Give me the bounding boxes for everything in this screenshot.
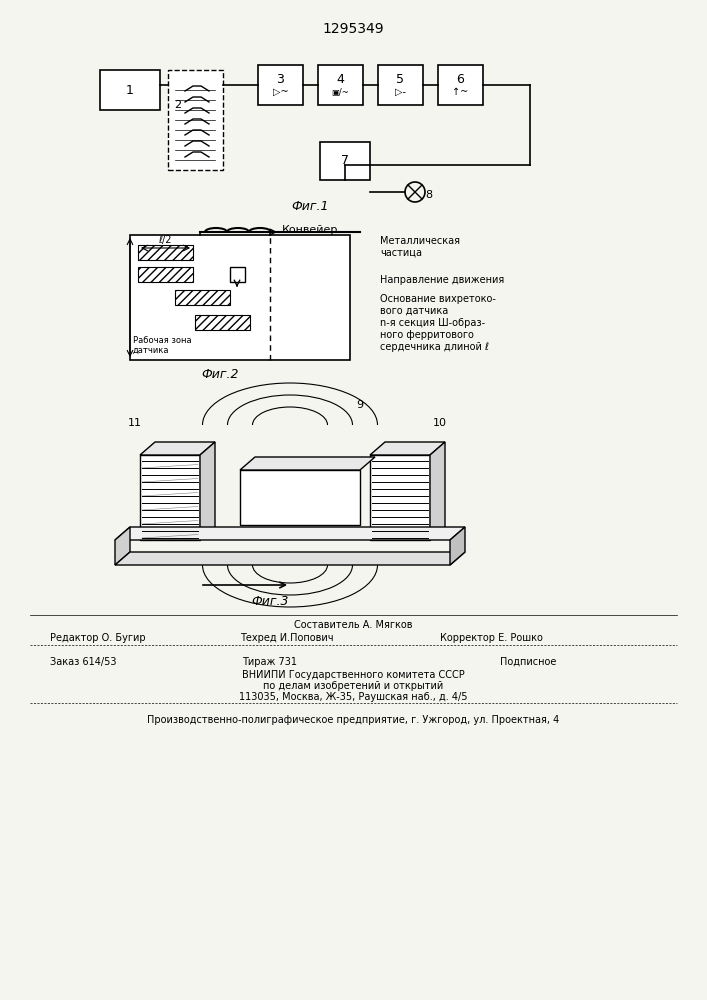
Text: ↑~: ↑~ xyxy=(452,87,469,97)
Text: 4: 4 xyxy=(337,73,344,86)
Text: 1: 1 xyxy=(126,84,134,97)
Polygon shape xyxy=(240,470,360,525)
Text: Составитель А. Мягков: Составитель А. Мягков xyxy=(293,620,412,630)
Text: 8: 8 xyxy=(425,190,432,200)
Text: n-я секция Ш-образ-
ного ферритового
сердечника длиной ℓ: n-я секция Ш-образ- ного ферритового сер… xyxy=(380,318,489,352)
Text: 9: 9 xyxy=(356,400,363,410)
Text: 2: 2 xyxy=(174,100,181,110)
Polygon shape xyxy=(450,527,465,565)
Text: Фиг.3: Фиг.3 xyxy=(251,595,288,608)
Text: Техред И.Попович: Техред И.Попович xyxy=(240,633,334,643)
Text: Фиг.2: Фиг.2 xyxy=(201,368,239,381)
Polygon shape xyxy=(115,527,465,540)
Text: Конвейер: Конвейер xyxy=(282,225,338,235)
Polygon shape xyxy=(240,457,375,470)
Bar xyxy=(320,142,370,180)
Bar xyxy=(138,245,193,260)
Text: 5: 5 xyxy=(397,73,404,86)
Text: 6: 6 xyxy=(457,73,464,86)
Polygon shape xyxy=(430,442,445,540)
Text: ▷~: ▷~ xyxy=(273,87,288,97)
Text: Рабочая зона
датчика: Рабочая зона датчика xyxy=(133,336,192,355)
Text: ▣/~: ▣/~ xyxy=(332,88,349,97)
Text: ВНИИПИ Государственного комитета СССР: ВНИИПИ Государственного комитета СССР xyxy=(242,670,464,680)
Bar xyxy=(138,267,193,282)
Text: Основание вихретоко-
вого датчика: Основание вихретоко- вого датчика xyxy=(380,294,496,316)
Text: 7: 7 xyxy=(341,154,349,167)
Polygon shape xyxy=(140,442,215,455)
Bar xyxy=(378,65,423,105)
Text: Заказ 614/53: Заказ 614/53 xyxy=(50,657,117,667)
Text: Тираж 731: Тираж 731 xyxy=(243,657,298,667)
Bar xyxy=(168,70,223,170)
Bar xyxy=(100,70,160,110)
Bar xyxy=(318,65,363,105)
Text: ℓ/2: ℓ/2 xyxy=(158,235,172,245)
Text: 3: 3 xyxy=(276,73,284,86)
Bar xyxy=(230,267,245,282)
Text: 10: 10 xyxy=(433,418,447,428)
Text: Производственно-полиграфическое предприятие, г. Ужгород, ул. Проектная, 4: Производственно-полиграфическое предприя… xyxy=(147,715,559,725)
Text: Редактор О. Бугир: Редактор О. Бугир xyxy=(50,633,146,643)
Polygon shape xyxy=(115,527,130,565)
Text: 1295349: 1295349 xyxy=(322,22,384,36)
Text: 11: 11 xyxy=(128,418,142,428)
Text: ▷-: ▷- xyxy=(395,87,406,97)
Text: по делам изобретений и открытий: по делам изобретений и открытий xyxy=(263,681,443,691)
Polygon shape xyxy=(140,455,200,540)
Text: Подписное: Подписное xyxy=(500,657,556,667)
Text: Направление движения: Направление движения xyxy=(380,275,504,285)
Bar xyxy=(438,65,483,105)
Polygon shape xyxy=(200,442,215,540)
Bar xyxy=(175,290,230,305)
Polygon shape xyxy=(370,455,430,540)
Text: Фиг.1: Фиг.1 xyxy=(291,200,329,213)
Text: 113035, Москва, Ж-35, Раушская наб., д. 4/5: 113035, Москва, Ж-35, Раушская наб., д. … xyxy=(239,692,467,702)
Polygon shape xyxy=(370,442,445,455)
Bar xyxy=(258,65,303,105)
Polygon shape xyxy=(115,552,465,565)
Text: Металлическая
частица: Металлическая частица xyxy=(380,236,460,258)
Bar xyxy=(195,315,250,330)
Text: Корректор Е. Рошко: Корректор Е. Рошко xyxy=(440,633,543,643)
Bar xyxy=(130,235,350,360)
